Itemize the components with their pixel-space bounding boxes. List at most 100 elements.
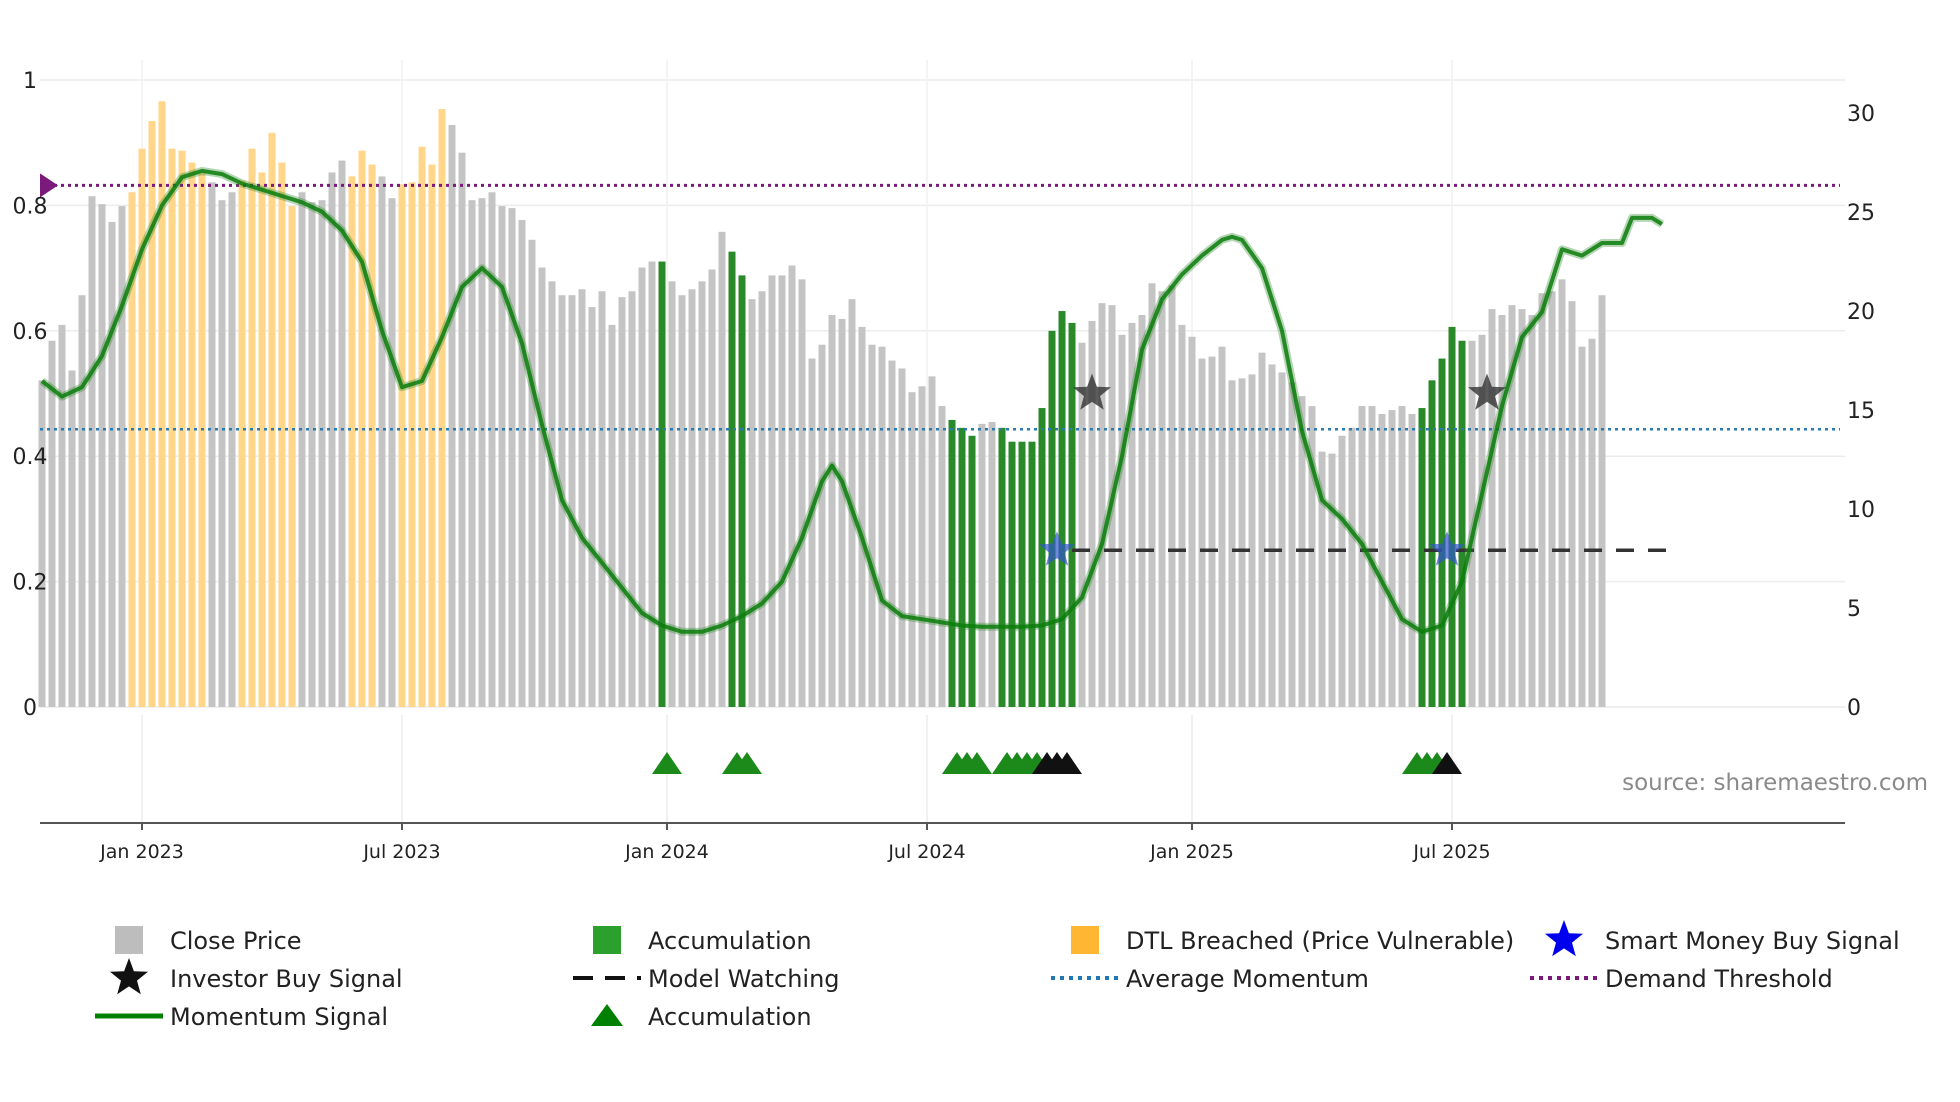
right-axis-tick-label: 20 — [1847, 300, 1875, 325]
dtl-breached-bar — [128, 192, 136, 708]
price-bar — [1228, 380, 1236, 707]
legend-item: Model Watching — [573, 965, 840, 993]
price-bar — [1508, 305, 1516, 707]
left-axis-tick-label: 0.6 — [13, 320, 48, 345]
signal-markers — [1038, 373, 1506, 566]
dtl-breached-bar — [238, 180, 246, 707]
x-axis-tick-label: Jan 2025 — [1149, 841, 1234, 863]
price-bar — [208, 182, 216, 707]
accumulation-marker-black — [1052, 752, 1082, 774]
accumulation-bar — [1418, 408, 1426, 707]
legend-star-icon — [110, 958, 148, 995]
legend-item: Smart Money Buy Signal — [1545, 920, 1900, 957]
price-bar — [108, 221, 116, 708]
price-bar — [478, 198, 486, 708]
accumulation-marker — [962, 752, 992, 774]
legend-label: Momentum Signal — [170, 1003, 388, 1031]
dtl-breached-bar — [158, 101, 166, 707]
price-bar — [638, 267, 646, 707]
price-bar — [1398, 406, 1406, 707]
smart-money-buy-signal-star — [1038, 531, 1076, 566]
price-bar — [1498, 315, 1506, 707]
accumulation-bar — [728, 251, 736, 707]
price-bar — [38, 380, 46, 707]
left-axis-tick-label: 0.8 — [13, 194, 48, 219]
price-bar — [758, 291, 766, 707]
price-bar — [1558, 279, 1566, 707]
left-axis-tick-label: 0.2 — [13, 571, 48, 596]
price-bar — [1378, 413, 1386, 707]
price-bar — [48, 340, 56, 707]
right-axis-tick-label: 0 — [1847, 696, 1861, 721]
price-bar — [688, 289, 696, 707]
investor-buy-signal-star — [1073, 373, 1111, 410]
price-bar — [1468, 340, 1476, 707]
accumulation-bar — [968, 435, 976, 707]
legend-triangle-icon — [591, 1004, 623, 1026]
dtl-breached-bar — [348, 176, 356, 708]
legend-item: DTL Breached (Price Vulnerable) — [1071, 926, 1514, 955]
left-axis-tick-label: 0 — [23, 696, 37, 721]
accumulation-bar — [658, 261, 666, 707]
x-axis-tick-label: Jan 2023 — [99, 841, 184, 863]
price-bar — [1148, 283, 1156, 707]
price-bar — [938, 406, 946, 707]
right-axis-tick-label: 5 — [1847, 597, 1861, 622]
accumulation-bar — [1458, 340, 1466, 707]
dtl-breached-bar — [278, 162, 286, 707]
accumulation-panel — [652, 752, 1462, 774]
price-bar — [718, 231, 726, 707]
price-bar — [388, 198, 396, 708]
dtl-breached-bar — [138, 148, 146, 708]
price-bar — [488, 192, 496, 708]
price-bar — [1158, 291, 1166, 707]
accumulation-bar — [1058, 311, 1066, 707]
accumulation-bar — [1048, 330, 1056, 707]
dtl-breached-bar — [418, 146, 426, 707]
price-bar — [918, 386, 926, 707]
price-bar — [1358, 406, 1366, 707]
legend-label: Demand Threshold — [1605, 965, 1833, 993]
price-bar — [1328, 453, 1336, 707]
price-bar — [1188, 336, 1196, 707]
price-bar — [698, 281, 706, 707]
dtl-breached-bar — [188, 162, 196, 707]
x-axis-tick-label: Jan 2024 — [624, 841, 709, 863]
x-axis-tick-label: Jul 2025 — [1412, 841, 1490, 863]
price-bar — [1568, 301, 1576, 707]
price-bar — [1178, 324, 1186, 707]
price-bar — [328, 172, 336, 707]
price-bar — [318, 200, 326, 708]
legend-item: Demand Threshold — [1530, 965, 1833, 993]
accumulation-marker-black — [1432, 752, 1462, 774]
price-bar — [798, 279, 806, 707]
price-bar — [528, 239, 536, 708]
price-bar — [228, 192, 236, 708]
price-bar — [678, 295, 686, 707]
price-bar — [298, 192, 306, 708]
price-bar — [978, 423, 986, 707]
accumulation-bar — [958, 427, 966, 707]
legend-label: Accumulation — [648, 1003, 812, 1031]
price-bar — [1548, 291, 1556, 707]
price-bar — [308, 202, 316, 707]
price-bar — [1088, 320, 1096, 707]
price-bar — [898, 368, 906, 707]
accumulation-bar — [1448, 326, 1456, 707]
price-bar — [118, 206, 126, 707]
legend-item: Accumulation — [591, 1003, 812, 1031]
momentum-signal-line — [40, 168, 1664, 634]
legend-item: Close Price — [115, 926, 302, 955]
price-bar — [768, 275, 776, 707]
legend-item: Investor Buy Signal — [110, 958, 403, 995]
price-bar — [708, 269, 716, 707]
price-bar — [648, 261, 656, 707]
price-bar — [838, 318, 846, 707]
price-bar — [888, 360, 896, 707]
price-bar — [378, 176, 386, 708]
price-bar — [608, 324, 616, 707]
legend-label: Accumulation — [648, 927, 812, 955]
price-bar — [788, 265, 796, 707]
price-bar — [88, 196, 96, 708]
